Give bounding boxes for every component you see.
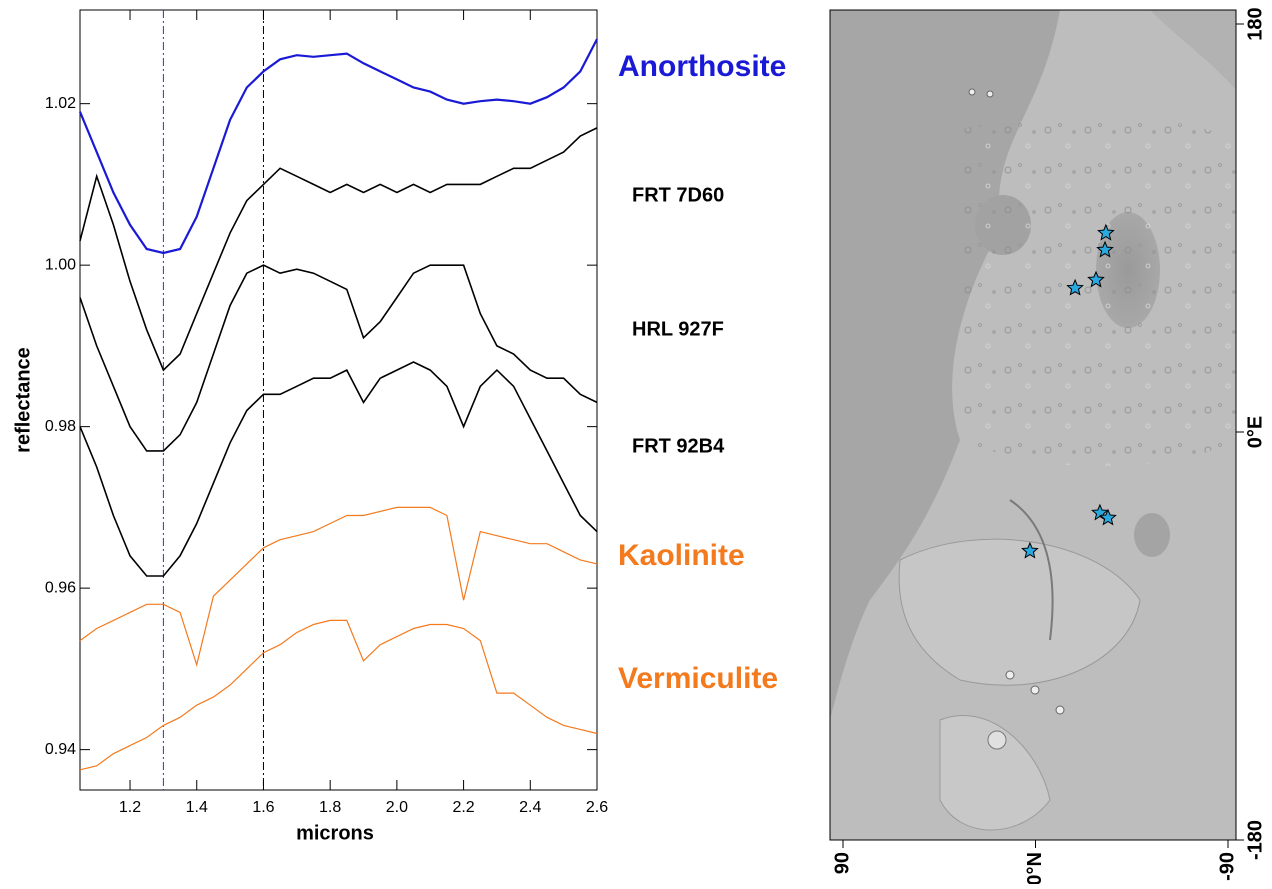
series-label: Vermiculite [618,662,778,695]
y-tick-label: 1.00 [45,256,76,273]
spectrum-line [78,38,598,255]
spectrum-line [79,127,598,372]
spectrum-line [79,619,598,771]
y-tick-label: 0.98 [45,418,76,435]
series-label: HRL 927F [632,318,724,340]
x-tick-label: 2.4 [519,799,541,816]
y-tick-label: 0.94 [45,741,76,758]
spectrum-line [79,361,598,577]
series-label: FRT 92B4 [632,435,725,457]
x-tick-label: 2.6 [586,799,608,816]
x-tick-label: 1.6 [252,799,274,816]
x-tick-label: 1.8 [319,799,341,816]
plot-frame [79,9,598,791]
spectrum-line [79,264,598,452]
series-label: Anorthosite [618,50,786,83]
x-tick-label: 1.4 [186,799,208,816]
site-marker [1099,508,1117,526]
site-marker [1096,240,1114,258]
lon-tick-label: 0°E [1244,416,1266,448]
lat-tick-label: 90 [831,852,853,874]
site-marker [1087,270,1105,288]
lon-tick-label: 180 [1244,7,1266,40]
y-axis-label: reflectance [12,347,34,453]
series-label: FRT 7D60 [632,184,724,206]
x-tick-label: 1.2 [119,799,141,816]
lat-tick-label: -90 [1216,852,1238,881]
x-tick-label: 2.0 [386,799,408,816]
x-axis-label: microns [296,822,374,844]
map-image [829,9,1237,841]
site-marker [1021,541,1039,559]
y-tick-label: 1.02 [45,95,76,112]
spectrum-line [79,506,598,668]
series-label: Kaolinite [618,539,745,572]
lat-tick-label: 0°N [1024,852,1046,884]
y-tick-label: 0.96 [45,579,76,596]
site-marker [1097,223,1115,241]
site-marker [1066,278,1084,296]
lon-tick-label: -180 [1244,820,1266,860]
x-tick-label: 2.2 [452,799,474,816]
